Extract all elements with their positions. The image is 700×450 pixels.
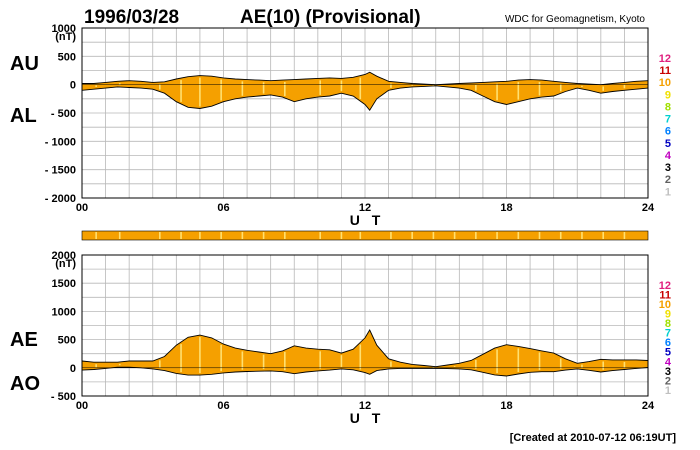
ae-ao-grid xyxy=(82,255,648,396)
ae-ao-area xyxy=(82,330,648,376)
ae-ao-y-tick-label: 2000 xyxy=(52,250,76,262)
date-title: 1996/03/28 xyxy=(84,7,179,28)
ae-ao-unit-label: (nT) xyxy=(55,258,76,270)
ao-series-label: AO xyxy=(10,373,40,395)
au-al-grid xyxy=(82,28,648,198)
au-al-x-tick-label: 12 xyxy=(359,202,371,214)
ae-ao-plot-frame xyxy=(81,254,649,397)
ae-ao-x-tick-label: 24 xyxy=(642,400,655,412)
au-al-frame xyxy=(81,27,649,199)
au-al-unit-label: (nT) xyxy=(55,31,76,43)
au-al-y-tick-label: 0 xyxy=(70,80,76,92)
ae-ao-ao-line xyxy=(81,366,649,377)
ae-ao-x-tick-label: 12 xyxy=(359,400,371,412)
au-al-scale-label-5: 5 xyxy=(665,138,671,150)
au-al-scale-label-11: 11 xyxy=(659,65,671,77)
ae-ao-x-tick-label: 00 xyxy=(76,400,88,412)
ae-ao-scale-label-3: 3 xyxy=(665,366,671,378)
activity-band xyxy=(81,230,649,241)
au-series-label: AU xyxy=(10,53,39,75)
ae-ao-y-tick-label: 0 xyxy=(70,363,76,375)
au-al-scale-label-7: 7 xyxy=(665,114,671,126)
au-al-au-line xyxy=(82,71,649,86)
ae-series-label: AE xyxy=(10,329,38,351)
au-al-y-tick-label: - 1500 xyxy=(45,165,76,177)
au-al-scale-label-8: 8 xyxy=(665,101,671,113)
ae-ao-y-tick-label: 1500 xyxy=(52,278,76,290)
au-al-y-tick-label: 500 xyxy=(58,51,76,63)
ae-ao-x-axis-label: U T xyxy=(350,410,385,426)
au-al-y-tick-label: - 1000 xyxy=(45,136,76,148)
ae-ao-highlights xyxy=(95,337,626,374)
au-al-y-tick-label: - 500 xyxy=(51,108,76,120)
au-al-scale-label-6: 6 xyxy=(665,126,671,138)
ae-ao-scale-label-7: 7 xyxy=(665,328,671,340)
ae-ao-x-tick-label: 18 xyxy=(500,400,512,412)
au-al-lines xyxy=(81,71,649,111)
source-label: WDC for Geomagnetism, Kyoto xyxy=(505,14,645,25)
ae-ao-lines xyxy=(81,329,649,377)
au-al-scale-label-10: 10 xyxy=(659,77,671,89)
ae-ao-y-tick-label: 1000 xyxy=(52,306,76,318)
created-timestamp: [Created at 2010-07-12 06:19UT] xyxy=(510,432,677,444)
au-al-scale-label-2: 2 xyxy=(665,174,671,186)
au-al-y-ticks: 1000 500 0 - 500 - 1000 - 1500 - 2000 xyxy=(45,23,76,205)
ae-ao-scale-label-10: 10 xyxy=(659,299,671,311)
au-al-x-tick-label: 18 xyxy=(500,202,512,214)
au-al-y-tick-label: 1000 xyxy=(52,23,76,35)
au-al-scale-label-3: 3 xyxy=(665,162,671,174)
au-al-x-ticks: 00 06 12 18 24 xyxy=(76,202,655,214)
ae-ao-y-tick-label: 500 xyxy=(58,335,76,347)
au-al-x-tick-label: 24 xyxy=(642,202,655,214)
ae-ao-y-tick-label: - 500 xyxy=(51,391,76,403)
ae-ao-scale-label-5: 5 xyxy=(665,347,671,359)
ae-ao-x-tick-label: 06 xyxy=(217,400,229,412)
au-al-x-tick-label: 06 xyxy=(217,202,229,214)
ae-ao-scale-label-4: 4 xyxy=(665,356,672,368)
au-al-panel: 1000 500 0 - 500 - 1000 - 1500 - 2000 00 06 12 18… xyxy=(10,23,655,228)
au-al-y-tick-label: - 2000 xyxy=(45,193,76,205)
ae-ao-scale-label-8: 8 xyxy=(665,318,671,330)
au-al-al-line xyxy=(81,85,649,111)
ae-ao-frame xyxy=(81,254,649,397)
au-al-scale-label-9: 9 xyxy=(665,89,671,101)
ae-ao-scale-label-2: 2 xyxy=(665,375,671,387)
chart-title: AE(10) (Provisional) xyxy=(240,7,421,28)
ae-ao-ae-line xyxy=(81,329,649,368)
au-al-scale-label-4: 4 xyxy=(665,150,672,162)
ae-ao-panel: 2000 1500 1000 500 0 - 500 00 06 12 18 24 (nT) U … xyxy=(10,250,655,426)
au-al-scale-label-12: 12 xyxy=(659,53,671,65)
au-al-x-axis-label: U T xyxy=(350,212,385,228)
al-series-label: AL xyxy=(10,105,37,127)
ae-ao-y-ticks: 2000 1500 1000 500 0 - 500 xyxy=(51,250,76,403)
ae-ao-x-ticks: 00 06 12 18 24 xyxy=(76,400,655,412)
au-al-plot-frame xyxy=(81,27,649,199)
ae-ao-scale-label-1: 1 xyxy=(665,385,671,397)
au-al-scale-label-1: 1 xyxy=(665,186,671,198)
ae-ao-fill-area xyxy=(82,330,648,376)
ae-ao-scale-label-6: 6 xyxy=(665,337,671,349)
ae-ao-scale-label-12: 12 xyxy=(659,280,671,292)
ae-ao-scale-label-9: 9 xyxy=(665,309,671,321)
au-al-x-tick-label: 00 xyxy=(76,202,88,214)
ae-ao-scale-label-11: 11 xyxy=(659,290,671,302)
